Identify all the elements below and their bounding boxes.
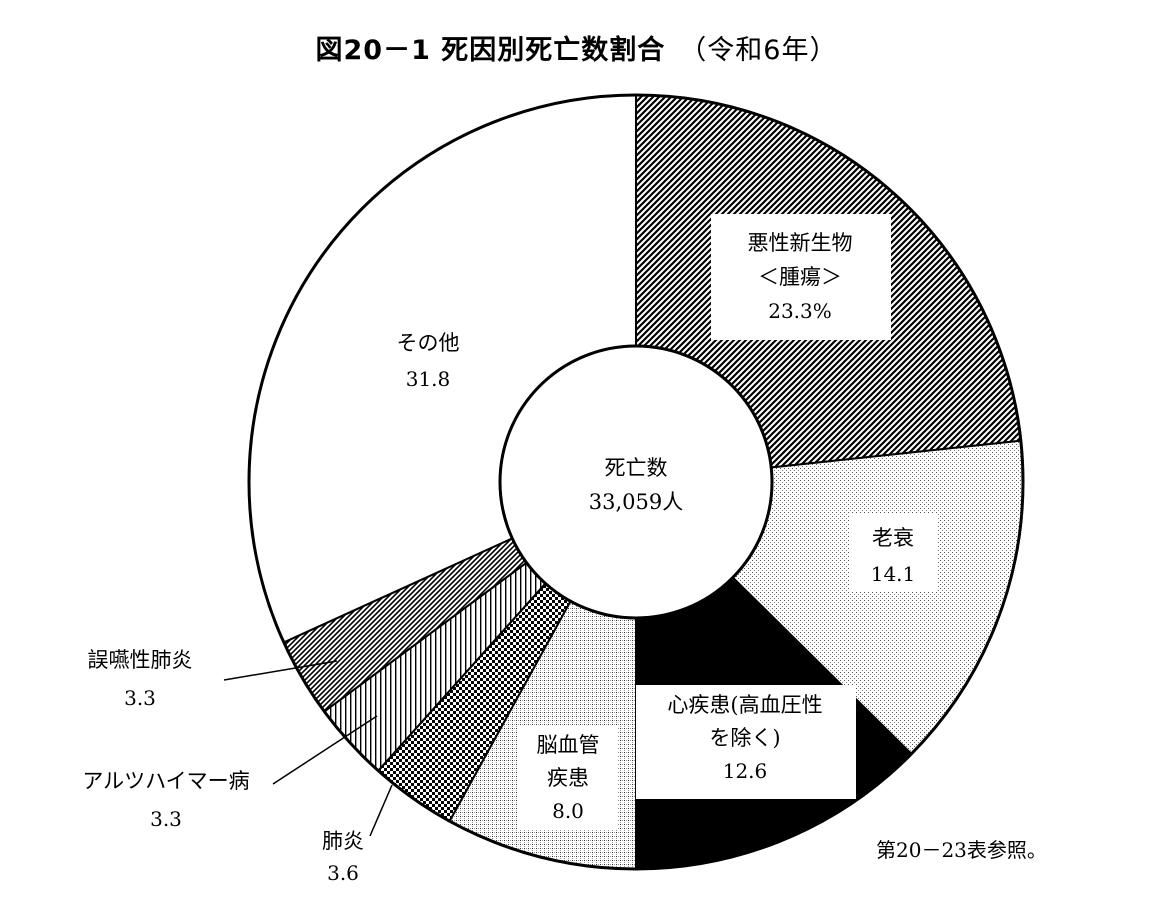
category-label-cancer: ＜腫瘍＞ bbox=[758, 265, 842, 289]
leader-line-pneumonia bbox=[369, 784, 393, 837]
label-box-cancer bbox=[711, 214, 891, 340]
category-label-alzheimer: アルツハイマー病 bbox=[82, 769, 249, 793]
leader-line-alzheimer bbox=[272, 715, 378, 785]
chart-title-sub: （令和6年） bbox=[679, 35, 838, 66]
value-label-pneumonia: 3.6 bbox=[327, 861, 359, 885]
center-label-total: 33,059人 bbox=[589, 490, 683, 514]
value-label-aspiration: 3.3 bbox=[124, 686, 156, 710]
value-label-cancer: 23.3% bbox=[768, 299, 832, 323]
chart-title-main: 図20－1 死因別死亡数割合 bbox=[315, 35, 666, 66]
center-hole bbox=[498, 344, 774, 620]
value-label-senility: 14.1 bbox=[871, 562, 916, 586]
category-label-heart: 心疾患(高血圧性 bbox=[667, 693, 822, 717]
value-label-other: 31.8 bbox=[406, 367, 451, 391]
value-label-heart: 12.6 bbox=[723, 759, 768, 783]
leader-line-aspiration bbox=[223, 660, 338, 681]
leader-lines bbox=[223, 660, 393, 837]
value-label-alzheimer: 3.3 bbox=[150, 807, 182, 831]
label-box-senility bbox=[850, 513, 938, 591]
value-label-cerebro: 8.0 bbox=[552, 799, 584, 823]
label-box-heart bbox=[636, 685, 856, 799]
label-box-cerebro bbox=[518, 725, 618, 830]
category-label-senility: 老衰 bbox=[872, 526, 914, 550]
center-label-title: 死亡数 bbox=[605, 456, 668, 480]
category-label-cerebro: 脳血管 bbox=[537, 733, 600, 757]
category-label-aspiration: 誤嚥性肺炎 bbox=[88, 648, 193, 672]
category-label-cancer: 悪性新生物 bbox=[748, 231, 853, 255]
category-label-heart: を除く) bbox=[709, 726, 780, 750]
outer-ring bbox=[247, 93, 1025, 871]
category-label-pneumonia: 肺炎 bbox=[322, 829, 364, 853]
chart-title: 図20－1 死因別死亡数割合 （令和6年） bbox=[0, 28, 1153, 67]
category-label-cerebro: 疾患 bbox=[547, 766, 589, 790]
source-note: 第20－23表参照。 bbox=[876, 838, 1047, 862]
category-label-other: その他 bbox=[397, 331, 460, 355]
